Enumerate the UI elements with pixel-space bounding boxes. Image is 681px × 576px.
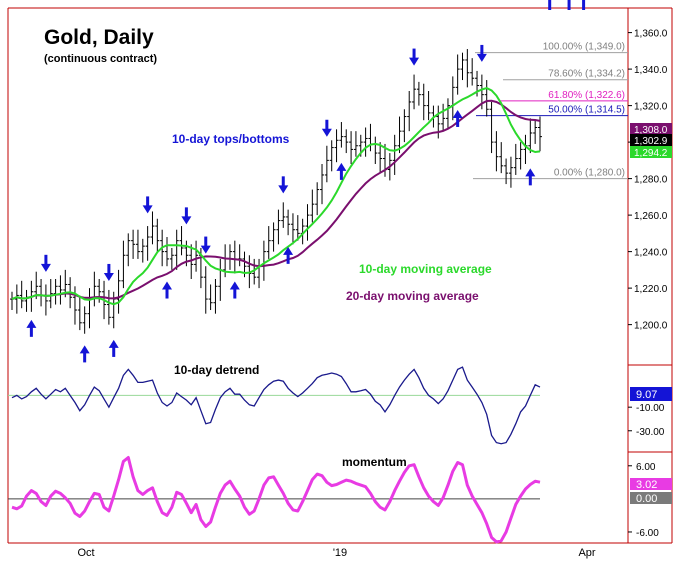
price-tick-label: 1,240.0 (634, 248, 668, 259)
momentum-zero-label: 0.00 (636, 493, 657, 505)
fib-label: 100.00% (1,349.0) (543, 42, 625, 53)
momentum-tick-label: -6.00 (636, 528, 659, 539)
momentum-tick-label: 6.00 (636, 462, 656, 473)
fib-label: 61.80% (1,322.6) (548, 90, 625, 101)
momentum-value-box (630, 478, 672, 490)
arrow-up-icon (26, 319, 37, 337)
price-value-label: 1,308.0 (634, 125, 668, 136)
arrow-up-icon (567, 0, 571, 10)
arrow-down-icon (103, 263, 114, 281)
price-tick-label: 1,320.0 (634, 102, 668, 113)
tops-bottoms-annotation: 10-day tops/bottoms (172, 132, 290, 146)
price-axis: 1,360.01,340.01,320.01,300.01,280.01,260… (628, 29, 672, 332)
ma20-line (11, 99, 541, 301)
momentum-annotation: momentum (342, 455, 407, 469)
momentum-panel: 6.00 -6.00 3.02 0.00 (8, 456, 672, 544)
arrow-down-icon (142, 196, 153, 214)
price-tick-label: 1,280.0 (634, 175, 668, 186)
arrow-down-icon (200, 236, 211, 254)
turn-arrows (26, 0, 586, 363)
arrow-up-icon (336, 162, 347, 180)
ma10-line (11, 87, 541, 306)
momentum-line (11, 456, 541, 544)
detrend-tick-label: -30.00 (636, 427, 665, 438)
arrow-up-icon (452, 109, 463, 127)
price-value-label: 1,302.9 (634, 136, 668, 147)
frame-and-dividers (7, 7, 673, 544)
arrow-down-icon (321, 119, 332, 137)
detrend-value-label: 9.07 (636, 389, 657, 401)
arrow-down-icon (476, 44, 487, 62)
x-tick-apr: Apr (578, 547, 595, 559)
detrend-line (11, 366, 541, 445)
arrow-down-icon (582, 0, 586, 10)
price-tick-label: 1,340.0 (634, 65, 668, 76)
moving-averages (11, 87, 541, 306)
price-tick-label: 1,360.0 (634, 29, 668, 40)
x-tick-oct: Oct (77, 547, 94, 559)
price-value-box (630, 134, 672, 146)
price-tick-label: 1,220.0 (634, 284, 668, 295)
fibonacci-levels: 100.00% (1,349.0) 78.60% (1,334.2) 61.80% … (473, 42, 628, 180)
arrow-down-icon (40, 254, 51, 272)
ma20-annotation: 20-day moving average (346, 289, 479, 303)
arrow-up-icon (162, 281, 173, 299)
detrend-tick-label: -10.00 (636, 403, 665, 414)
arrow-up-icon (283, 246, 294, 264)
price-bars (10, 49, 542, 334)
fib-label: 0.00% (1,280.0) (554, 168, 625, 179)
price-tick-label: 1,260.0 (634, 211, 668, 222)
chart-subtitle: (continuous contract) (44, 53, 157, 65)
arrow-down-icon (409, 48, 420, 66)
x-tick-19: '19 (333, 547, 347, 559)
price-tick-label: 1,200.0 (634, 321, 668, 332)
detrend-panel: -10.00 -30.00 9.07 (8, 366, 672, 445)
price-value-box (630, 146, 672, 158)
fib-label: 78.60% (1,334.2) (548, 69, 625, 80)
arrow-up-icon (108, 339, 119, 357)
chart-title: Gold, Daily (44, 26, 154, 49)
arrow-down-icon (181, 207, 192, 225)
momentum-zero-box (630, 492, 672, 504)
arrow-up-icon (525, 168, 536, 186)
arrow-down-icon (278, 176, 289, 194)
price-value-label: 1,294.2 (634, 148, 668, 159)
ma10-annotation: 10-day moving average (359, 262, 492, 276)
price-value-box (630, 123, 672, 135)
detrend-value-box (630, 387, 672, 401)
fib-label: 50.00% (1,314.5) (548, 105, 625, 116)
arrow-up-icon (229, 281, 240, 299)
detrend-annotation: 10-day detrend (174, 363, 259, 377)
momentum-value-label: 3.02 (636, 479, 657, 491)
arrow-up-icon (79, 345, 90, 363)
arrow-down-icon (548, 0, 552, 10)
